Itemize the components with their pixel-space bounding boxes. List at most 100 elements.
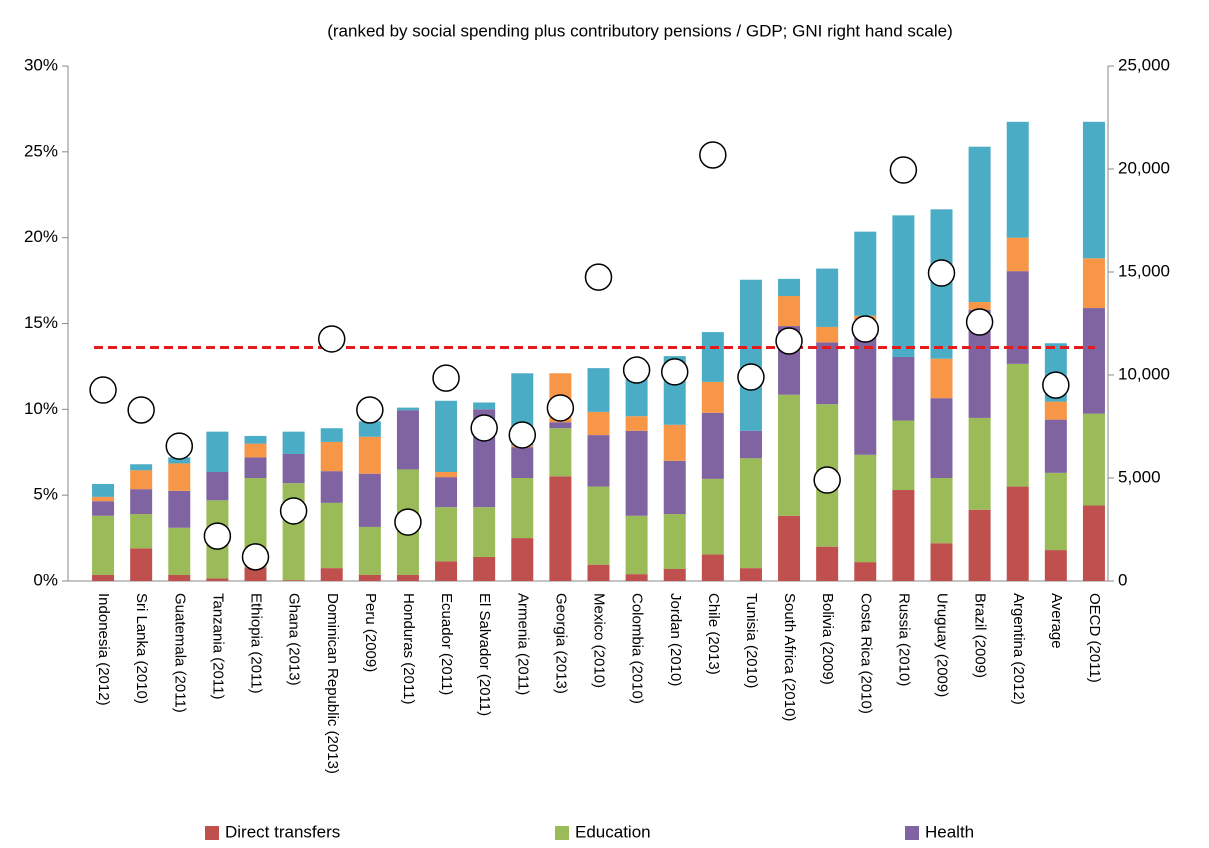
bar-segment xyxy=(701,332,724,382)
gni-marker xyxy=(203,522,232,550)
bar-segment xyxy=(244,567,267,581)
bar-segment xyxy=(1082,505,1105,581)
bar-segment xyxy=(92,484,115,497)
bar-segment xyxy=(320,471,343,503)
x-tick-label: Honduras (2011) xyxy=(400,593,417,704)
bar-segment xyxy=(549,422,572,429)
x-tick-label: Brazil (2009) xyxy=(972,593,989,678)
x-tick-label: Colombia (2010) xyxy=(629,593,646,704)
bar-segment xyxy=(625,416,648,431)
bar-segment xyxy=(396,410,419,470)
gni-marker xyxy=(737,363,765,391)
bar-segment xyxy=(1044,550,1067,581)
legend-swatch xyxy=(555,826,569,840)
gni-marker xyxy=(89,376,117,404)
bar-segment xyxy=(930,358,953,399)
bar-segment xyxy=(511,538,534,581)
y2-tick-label: 15,000 xyxy=(1118,261,1170,280)
bar-segment xyxy=(968,509,991,581)
bar-segment xyxy=(587,411,610,436)
y2-tick-label: 0 xyxy=(1118,570,1127,589)
gni-marker xyxy=(127,396,155,424)
bar-segment xyxy=(739,568,762,581)
bar-segment xyxy=(587,435,610,487)
y2-tick-label: 25,000 xyxy=(1118,55,1170,74)
bar-segment xyxy=(435,507,458,562)
bar-segment xyxy=(435,477,458,508)
x-tick-label: Ecuador (2011) xyxy=(438,593,455,695)
bar-segment xyxy=(625,430,648,516)
bar-segment xyxy=(320,502,343,569)
bar-segment xyxy=(816,326,839,343)
bar-segment xyxy=(206,578,229,581)
bar-segment xyxy=(511,478,534,539)
bar-segment xyxy=(968,417,991,510)
y-tick-label: 25% xyxy=(24,141,58,160)
bar-segment xyxy=(854,231,877,316)
gni-marker xyxy=(622,356,651,384)
bar-segment xyxy=(1006,363,1029,487)
bar-segment xyxy=(930,398,953,478)
bar-segment xyxy=(968,146,991,303)
bar-segment xyxy=(968,302,991,310)
bar-segment xyxy=(168,527,191,575)
bar-segment xyxy=(816,342,839,405)
bar-segment xyxy=(244,457,267,478)
bar-segment xyxy=(130,489,153,515)
y-tick-label: 10% xyxy=(24,399,58,418)
bar-segment xyxy=(473,507,496,557)
x-tick-label: Guatemala (2011) xyxy=(171,593,188,713)
gni-marker xyxy=(356,396,384,424)
y2-tick-label: 20,000 xyxy=(1118,158,1170,177)
bar-segment xyxy=(130,514,153,549)
x-tick-label: Ethiopia (2011) xyxy=(248,593,265,694)
gni-marker xyxy=(851,315,880,343)
bar-segment xyxy=(587,564,610,581)
x-tick-label: Russia (2010) xyxy=(895,593,912,686)
bar-segment xyxy=(587,486,610,565)
gni-marker xyxy=(889,156,918,184)
bar-segment xyxy=(92,515,115,575)
y-tick-label: 30% xyxy=(24,55,58,74)
x-tick-label: Georgia (2013) xyxy=(552,593,569,694)
gni-marker xyxy=(432,364,460,392)
gni-marker xyxy=(165,432,194,460)
bar-segment xyxy=(739,458,762,569)
x-tick-label: Argentina (2012) xyxy=(1010,593,1027,705)
bar-segment xyxy=(396,407,419,411)
bar-segment xyxy=(358,574,381,581)
y-tick-label: 0% xyxy=(33,570,58,589)
x-tick-label: Costa Rica (2010) xyxy=(857,593,874,714)
x-tick-label: Armenia (2011) xyxy=(514,593,531,695)
bar-segment xyxy=(930,543,953,581)
bar-segment xyxy=(244,435,267,444)
y-tick-label: 5% xyxy=(33,485,58,504)
gni-marker xyxy=(584,263,613,291)
y-tick-label: 15% xyxy=(24,313,58,332)
bar-segment xyxy=(854,325,877,455)
bar-segment xyxy=(168,490,191,528)
gni-marker xyxy=(775,327,803,355)
bar-segment xyxy=(282,431,305,454)
bar-segment xyxy=(1006,237,1029,272)
bar-segment xyxy=(892,420,915,491)
x-tick-label: El Salvador (2011) xyxy=(476,593,493,716)
bar-segment xyxy=(854,562,877,581)
x-tick-label: Sri Lanka (2010) xyxy=(133,593,150,704)
bar-segment xyxy=(435,471,458,478)
bar-segment xyxy=(701,381,724,413)
bar-segment xyxy=(778,296,801,327)
gni-marker xyxy=(660,358,689,386)
x-tick-label: Mexico (2010) xyxy=(591,593,608,688)
y2-tick-label: 10,000 xyxy=(1118,364,1170,383)
bar-segment xyxy=(320,441,343,472)
bar-segment xyxy=(663,460,686,515)
bar-segment xyxy=(206,431,229,472)
bar-segment xyxy=(396,574,419,581)
gni-marker xyxy=(508,421,537,449)
bar-segment xyxy=(92,501,115,516)
bar-segment xyxy=(854,454,877,563)
bar-segment xyxy=(130,470,153,490)
bar-segment xyxy=(473,402,496,410)
bar-segment xyxy=(358,526,381,575)
